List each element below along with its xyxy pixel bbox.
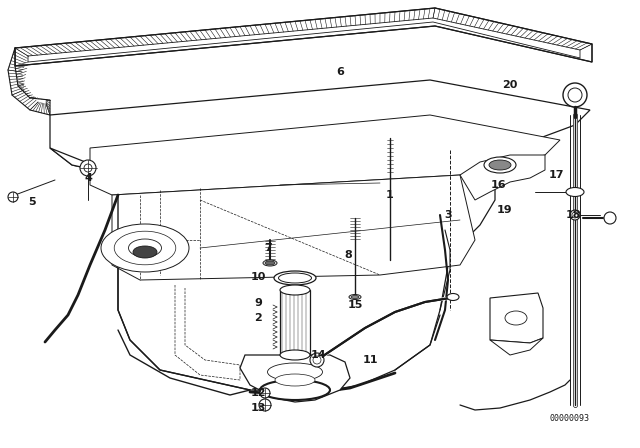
Ellipse shape — [505, 311, 527, 325]
Text: 20: 20 — [502, 80, 518, 90]
Text: 15: 15 — [348, 300, 363, 310]
Text: 19: 19 — [497, 205, 513, 215]
Text: 5: 5 — [28, 197, 36, 207]
Polygon shape — [112, 175, 475, 280]
Ellipse shape — [265, 261, 275, 265]
Text: 1: 1 — [386, 190, 394, 200]
Text: 11: 11 — [362, 355, 378, 365]
Circle shape — [84, 164, 92, 172]
Polygon shape — [50, 148, 495, 392]
Circle shape — [80, 160, 96, 176]
Circle shape — [570, 210, 580, 220]
Ellipse shape — [349, 294, 361, 300]
Circle shape — [259, 399, 271, 411]
Text: 17: 17 — [548, 170, 564, 180]
Polygon shape — [490, 338, 543, 355]
Circle shape — [563, 83, 587, 107]
Text: 18: 18 — [565, 210, 580, 220]
Circle shape — [8, 192, 18, 202]
Ellipse shape — [260, 380, 330, 400]
Ellipse shape — [280, 285, 310, 295]
Ellipse shape — [263, 260, 277, 266]
Circle shape — [260, 388, 270, 398]
Text: 4: 4 — [84, 173, 92, 183]
Ellipse shape — [351, 296, 359, 298]
Text: 12: 12 — [250, 388, 266, 398]
Ellipse shape — [447, 293, 459, 301]
Ellipse shape — [566, 188, 584, 197]
Text: 8: 8 — [344, 250, 352, 260]
Text: 6: 6 — [336, 67, 344, 77]
Polygon shape — [460, 155, 545, 200]
Text: 14: 14 — [310, 350, 326, 360]
Polygon shape — [8, 48, 50, 115]
Circle shape — [568, 88, 582, 102]
Circle shape — [572, 212, 578, 218]
Ellipse shape — [274, 271, 316, 285]
Circle shape — [313, 356, 321, 364]
Ellipse shape — [275, 374, 315, 386]
Polygon shape — [15, 8, 592, 66]
Ellipse shape — [268, 363, 323, 381]
Text: 10: 10 — [250, 272, 266, 282]
Text: 3: 3 — [444, 210, 452, 220]
Polygon shape — [490, 293, 543, 343]
Text: 00000093: 00000093 — [550, 414, 590, 422]
Polygon shape — [90, 115, 560, 195]
Ellipse shape — [278, 273, 312, 283]
Ellipse shape — [133, 246, 157, 258]
Text: 2: 2 — [254, 313, 262, 323]
Ellipse shape — [129, 239, 161, 257]
Circle shape — [310, 353, 324, 367]
Text: 9: 9 — [254, 298, 262, 308]
Ellipse shape — [280, 350, 310, 360]
Polygon shape — [50, 80, 590, 175]
Ellipse shape — [484, 157, 516, 173]
Text: 13: 13 — [250, 403, 266, 413]
Text: 16: 16 — [491, 180, 507, 190]
Circle shape — [604, 212, 616, 224]
Ellipse shape — [489, 160, 511, 170]
Ellipse shape — [101, 224, 189, 272]
Text: 7: 7 — [264, 243, 272, 253]
Ellipse shape — [114, 231, 176, 265]
Polygon shape — [240, 355, 350, 402]
